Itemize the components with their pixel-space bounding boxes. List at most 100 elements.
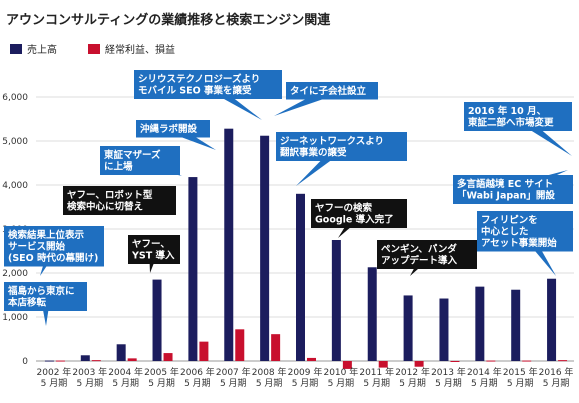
callout-label: ジーネットワークスより翻訳事業の譲受 (280, 136, 384, 159)
annotation-callout: ジーネットワークスより翻訳事業の譲受 (276, 132, 407, 186)
bar-ordinary-profit (450, 361, 460, 362)
annotation-callout: ヤフー、 YST 導入 (128, 235, 180, 273)
y-tick-label: 2,000 (2, 269, 28, 279)
bar-ordinary-profit (127, 358, 137, 361)
annotation-callout: 多言語越境 EC サイト「Wabi Japan」開設 (453, 170, 573, 204)
callout-box (4, 282, 87, 311)
legend-label: 経常利益、損益 (105, 43, 175, 56)
y-tick-label: 1,000 (2, 313, 28, 323)
callout-label: ペンギン、パンダアップデート導入 (381, 243, 458, 267)
callout-box (63, 186, 176, 215)
bar-ordinary-profit (55, 360, 65, 362)
bar-ordinary-profit (342, 361, 352, 369)
bar-ordinary-profit (522, 360, 532, 362)
callout-label: 多言語越境 EC サイト「Wabi Japan」開設 (457, 178, 555, 202)
bar-sales (296, 193, 305, 361)
y-tick-label: 6,000 (2, 93, 28, 103)
bar-ordinary-profit (486, 360, 496, 362)
bar-ordinary-profit (558, 360, 568, 362)
bar-sales (188, 177, 198, 361)
y-tick-label: 4,000 (2, 181, 28, 191)
annotation-callout: ペンギン、パンダアップデート導入 (377, 240, 477, 276)
callout-box (276, 132, 407, 161)
annotation-callout: ヤフーの検索 Google 導入完了 (311, 199, 407, 238)
bar-sales (439, 298, 449, 361)
callout-label: タイに子会社設立 (290, 85, 367, 97)
callout-box (453, 175, 573, 204)
callout-label: 沖縄ラボ開設 (140, 123, 198, 135)
callout-label: シリウステクノロジーズよりモバイル SEO 事業を譲受 (138, 73, 260, 97)
bar-sales (547, 278, 557, 361)
callout-box (100, 146, 180, 175)
y-tick-label: 5,000 (2, 137, 28, 147)
bar-sales (80, 355, 90, 361)
bars (44, 128, 568, 369)
annotation-callout: ヤフー、ロボット型検索中心に切替え (63, 186, 176, 215)
bar-sales (116, 344, 126, 361)
callout-box (377, 240, 477, 269)
legend: 売上高 経常利益、損益 (10, 43, 175, 56)
bar-sales (44, 360, 54, 362)
bar-ordinary-profit (235, 329, 245, 361)
y-tick-label: 0 (22, 357, 28, 367)
legend-swatch (88, 44, 100, 54)
callout-label: 検索結果上位表示サービス開始(SEO 時代の幕開け) (8, 229, 98, 264)
annotation-callout: 検索結果上位表示サービス開始(SEO 時代の幕開け) (4, 226, 104, 276)
callout-box (134, 70, 282, 99)
annotation-callout: タイに子会社設立 (274, 82, 378, 116)
callout-label: 福島から東京に本店移転 (7, 285, 75, 309)
bar-ordinary-profit (163, 353, 173, 361)
callout-label: ヤフーの検索 Google 導入完了 (315, 202, 394, 226)
callout-label: ヤフー、ロボット型検索中心に切替え (67, 189, 153, 213)
callout-box (4, 226, 104, 267)
chart-title: アウンコンサルティングの業績推移と検索エンジン関連 (6, 12, 331, 28)
callout-box (136, 120, 210, 138)
annotation-callout: フィリピンを中心としたアセット事業開始 (477, 211, 573, 276)
bar-ordinary-profit (271, 334, 281, 361)
annotation-callout: 2016 年 10 月、東証二部へ市場変更 (464, 102, 572, 156)
callout-box (128, 235, 180, 264)
bar-sales (403, 295, 413, 361)
bar-sales (224, 128, 234, 361)
legend-swatch (10, 44, 22, 54)
callout-label: ヤフー、 YST 導入 (131, 239, 175, 262)
bar-sales (260, 135, 270, 361)
annotation-callout: 福島から東京に本店移転 (4, 282, 87, 326)
bar-sales (511, 289, 521, 361)
bar-sales (152, 279, 162, 361)
callout-box (311, 199, 407, 228)
callout-label: フィリピンを中心としたアセット事業開始 (481, 214, 557, 249)
callout-label: 東証マザーズに上場 (103, 149, 161, 173)
bar-ordinary-profit (378, 361, 388, 368)
callout-box (477, 211, 573, 252)
bar-ordinary-profit (199, 341, 209, 361)
annotation-callout: 沖縄ラボ開設 (136, 120, 216, 150)
bar-ordinary-profit (307, 357, 316, 361)
callout-label: 2016 年 10 月、東証二部へ市場変更 (467, 105, 554, 129)
bar-sales (331, 240, 341, 361)
bar-ordinary-profit (414, 361, 424, 367)
bar-sales (367, 267, 377, 361)
callouts: 福島から東京に本店移転 検索結果上位表示サービス開始(SEO 時代の幕開け) ヤフー… (4, 70, 573, 326)
annotation-callout: 東証マザーズに上場 (100, 146, 182, 176)
legend-label: 売上高 (27, 43, 57, 56)
bar-sales (475, 286, 485, 361)
annotation-callout: シリウステクノロジーズよりモバイル SEO 事業を譲受 (134, 70, 282, 120)
